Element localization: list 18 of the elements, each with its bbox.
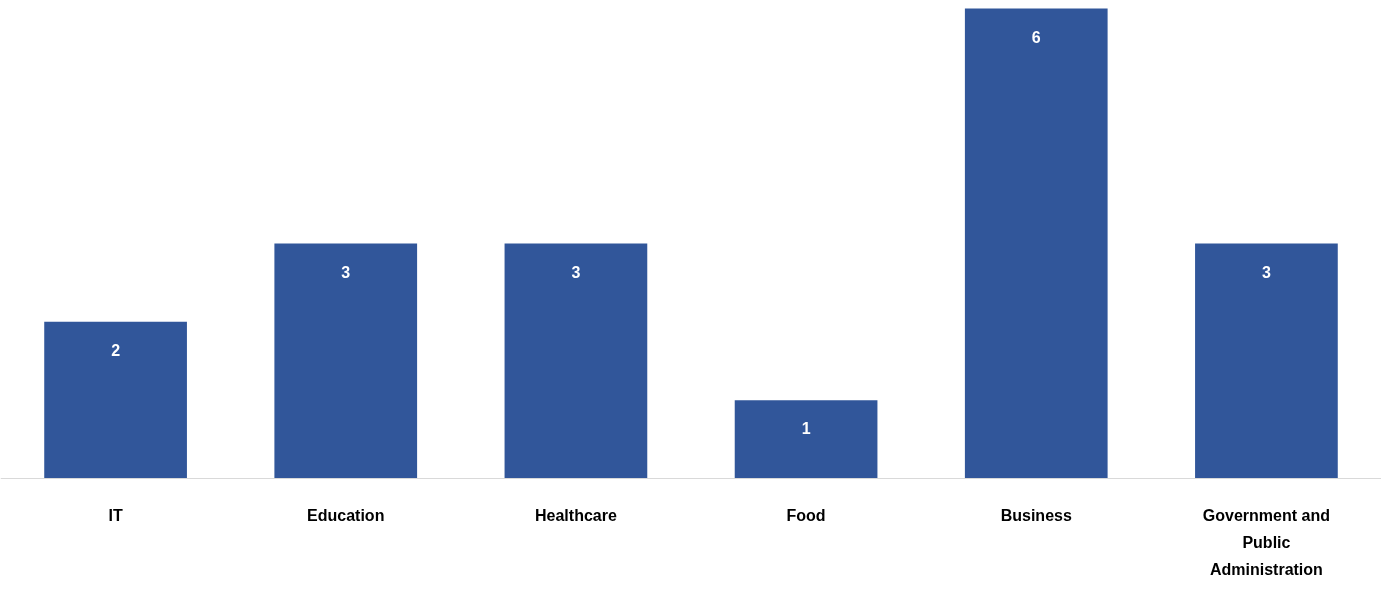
bar	[44, 321, 187, 479]
data-label: 2	[111, 341, 121, 359]
data-label: 1	[801, 420, 811, 438]
x-tick-label: Government and Public Administration	[1202, 506, 1330, 578]
x-tick-label: Food	[786, 506, 826, 524]
x-tick-label: Education	[307, 506, 385, 524]
data-label: 3	[341, 263, 351, 281]
data-label: 6	[1031, 28, 1041, 46]
data-label: 3	[571, 263, 581, 281]
data-label: 3	[1261, 263, 1271, 281]
bar	[1195, 243, 1338, 479]
bar	[274, 243, 418, 479]
x-tick-label: Business	[1000, 506, 1072, 524]
x-tick-label: Healthcare	[535, 506, 617, 524]
bar	[964, 8, 1108, 479]
bar	[504, 243, 648, 479]
x-tick-label: IT	[108, 506, 123, 524]
bar	[734, 400, 878, 479]
